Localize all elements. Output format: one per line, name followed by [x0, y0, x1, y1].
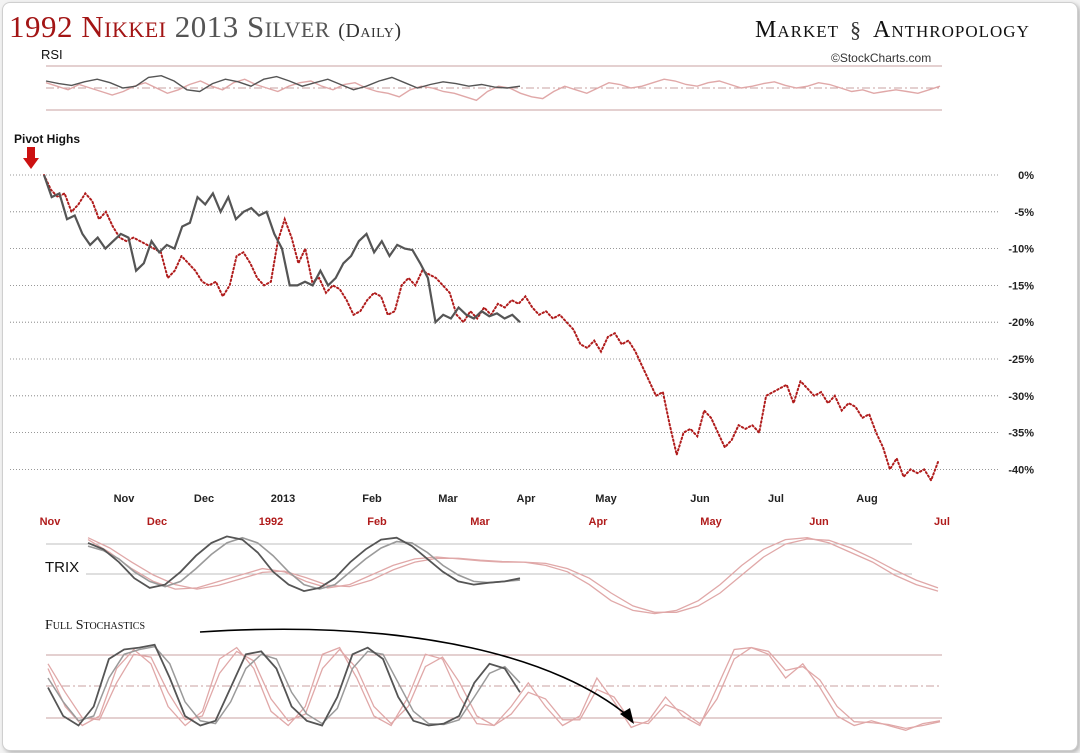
rsi-label: RSI [41, 47, 63, 62]
pivot-arrow-shaft [27, 147, 35, 159]
x-label-top-6: May [595, 493, 617, 505]
main-series-silver [42, 174, 521, 325]
pivot-highs-label: Pivot Highs [14, 132, 80, 146]
y-tick-3: -15% [1008, 280, 1034, 292]
y-tick-0: 0% [1018, 170, 1034, 182]
y-tick-5: -25% [1008, 354, 1034, 366]
rsi-series-nikkei [45, 78, 941, 102]
title-daily: (Daily) [338, 20, 402, 42]
main-series-nikkei [43, 174, 939, 483]
chart-title: 1992 Nikkei 2013 Silver (Daily) [9, 9, 402, 45]
x-label-bottom-2: 1992 [259, 516, 283, 528]
x-label-bottom-0: Nov [40, 516, 62, 528]
x-label-top-3: Feb [362, 493, 382, 505]
x-label-top-4: Mar [438, 493, 458, 505]
title-silver: 2013 Silver [174, 9, 331, 44]
trix-label: TRIX [45, 559, 79, 576]
y-tick-4: -20% [1008, 317, 1034, 329]
x-label-top-1: Dec [194, 493, 214, 505]
trix-series-silver [87, 535, 521, 593]
x-label-top-2: 2013 [271, 493, 295, 505]
x-label-bottom-3: Feb [367, 516, 387, 528]
x-label-bottom-5: Apr [589, 516, 609, 528]
title-nikkei: 1992 Nikkei [9, 9, 167, 44]
x-label-bottom-8: Jul [934, 516, 950, 528]
x-label-top-5: Apr [517, 493, 537, 505]
brand-left: Market [755, 17, 840, 43]
x-label-bottom-1: Dec [147, 516, 167, 528]
y-tick-1: -5% [1014, 207, 1034, 219]
x-label-top-7: Jun [690, 493, 710, 505]
brand: Market § Anthropology [755, 17, 1055, 44]
stockcharts-credit: ©StockCharts.com [831, 51, 932, 65]
pivot-arrow-head [23, 158, 39, 169]
y-tick-2: -10% [1008, 244, 1034, 256]
x-label-top-9: Aug [856, 493, 877, 505]
brand-right: Anthropology [873, 17, 1030, 43]
stoch-label: Full Stochastics [45, 618, 145, 633]
rsi-series-silver [45, 74, 521, 93]
x-label-top-0: Nov [114, 493, 136, 505]
x-label-top-8: Jul [768, 493, 784, 505]
x-label-bottom-6: May [700, 516, 722, 528]
trix-series-nikkei-signal [87, 537, 939, 613]
y-tick-7: -35% [1008, 428, 1034, 440]
stoch-series-nikkei-d [47, 646, 941, 730]
annotation-arrowhead [620, 708, 634, 724]
x-label-bottom-7: Jun [809, 516, 829, 528]
stoch-series-silver-k [47, 643, 521, 727]
y-tick-8: -40% [1008, 464, 1034, 476]
dna-helix-icon: § [850, 17, 863, 42]
annotation-curve [199, 628, 629, 717]
y-tick-6: -30% [1008, 391, 1034, 403]
x-label-bottom-4: Mar [470, 516, 490, 528]
trix-series-nikkei [87, 537, 939, 615]
